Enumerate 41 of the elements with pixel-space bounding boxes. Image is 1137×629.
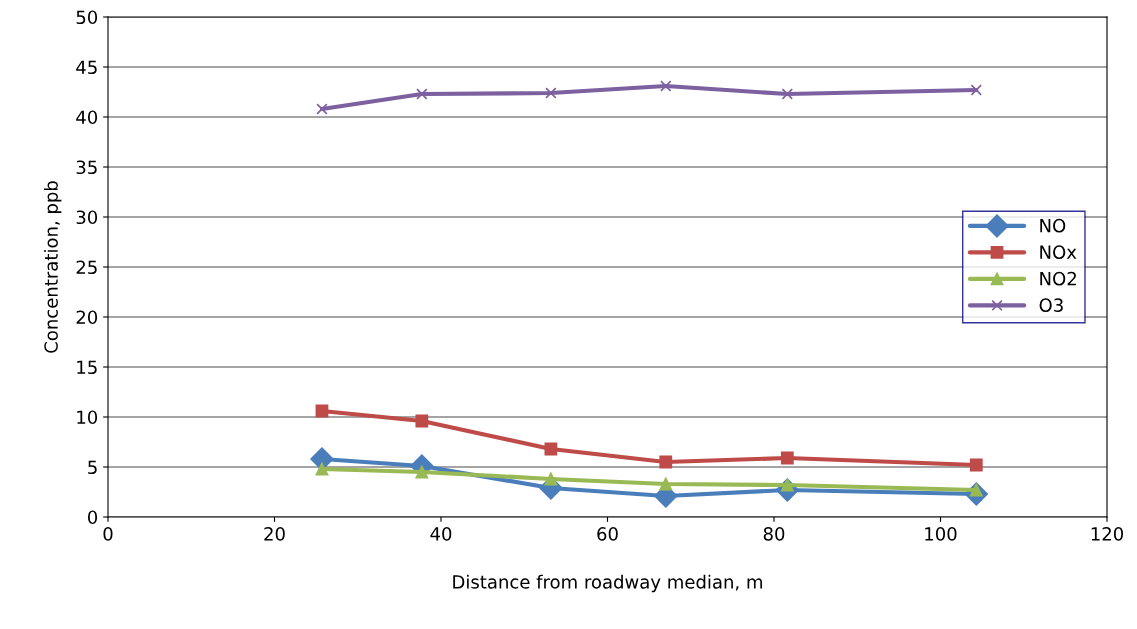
point [544,442,558,456]
point [969,458,983,472]
point [316,103,328,115]
y-tick-label: 5 [88,460,97,475]
legend-label: NO2 [1040,271,1076,286]
point [545,87,557,99]
point [416,88,428,100]
point [415,414,429,428]
y-tick-label: 40 [76,110,98,125]
point [660,80,672,92]
y-tick-label: 50 [76,10,98,25]
x-tick-label: 100 [925,527,957,541]
y-tick-label: 35 [76,160,97,175]
x-tick-label: 40 [430,527,452,541]
x-tick-label: 80 [763,527,785,541]
point [781,88,794,100]
point [315,462,329,476]
y-tick-label: 45 [76,60,97,75]
y-tick-label: 0 [87,510,98,525]
point [415,465,429,479]
point [544,472,558,486]
x-axis-title: Distance from roadway median, m [453,574,762,593]
point [310,447,334,471]
x-tick-label: 60 [597,527,618,541]
y-tick-label: 20 [76,310,98,325]
y-tick-label: 30 [76,210,98,225]
point [780,451,794,465]
point [970,84,982,96]
legend-label: O3 [1039,298,1063,312]
x-tick-label: 0 [103,527,113,541]
legend-label: NO [1040,218,1066,233]
x-tick-label: 120 [1091,527,1124,541]
y-tick-label: 10 [77,410,98,425]
x-tick-label: 20 [264,527,285,541]
point [315,404,329,418]
y-axis-title: Concentration, ppb [43,181,62,353]
y-tick-label: 25 [76,260,97,275]
point [659,455,673,469]
point [659,477,673,491]
legend-label: NOx [1040,245,1077,259]
y-tick-label: 15 [77,360,97,375]
